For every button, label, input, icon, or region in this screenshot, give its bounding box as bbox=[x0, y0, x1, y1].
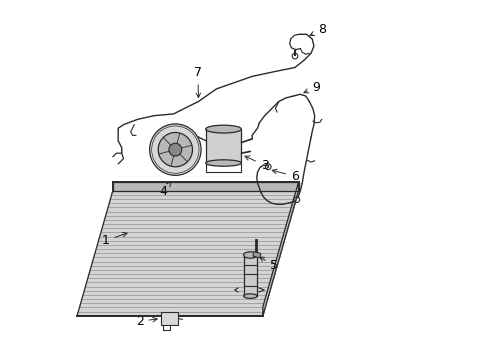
Circle shape bbox=[169, 143, 182, 156]
Bar bbox=[253, 252, 261, 258]
Text: 8: 8 bbox=[310, 23, 326, 36]
Polygon shape bbox=[113, 182, 298, 191]
Ellipse shape bbox=[244, 294, 257, 298]
Polygon shape bbox=[263, 182, 298, 316]
Bar bbox=[244, 255, 257, 296]
Text: 2: 2 bbox=[136, 315, 157, 328]
Circle shape bbox=[158, 132, 193, 167]
Circle shape bbox=[149, 124, 201, 175]
Ellipse shape bbox=[206, 125, 242, 133]
Polygon shape bbox=[77, 191, 298, 316]
Text: 4: 4 bbox=[159, 181, 171, 198]
Text: 1: 1 bbox=[102, 233, 127, 247]
Text: 7: 7 bbox=[194, 66, 202, 98]
Text: 6: 6 bbox=[272, 169, 299, 183]
Text: 3: 3 bbox=[245, 156, 269, 172]
Ellipse shape bbox=[244, 252, 257, 258]
Text: 9: 9 bbox=[304, 81, 320, 94]
Ellipse shape bbox=[206, 160, 242, 166]
Text: 5: 5 bbox=[260, 257, 278, 272]
Bar bbox=[161, 312, 178, 325]
Bar bbox=[206, 129, 242, 163]
